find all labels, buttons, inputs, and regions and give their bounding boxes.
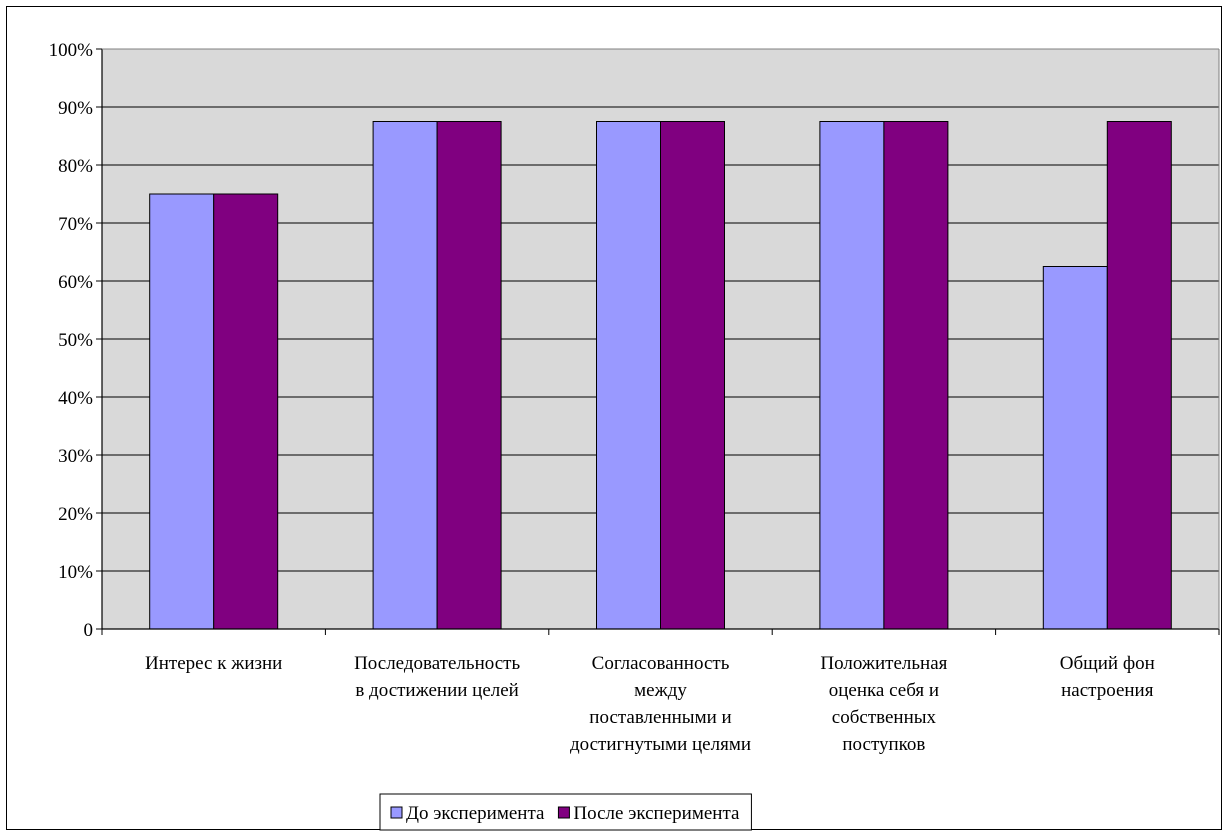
y-tick-label: 50% [58,330,93,351]
bar [819,121,885,630]
y-tick-label: 10% [58,562,93,583]
x-category-label: Интерес к жизни [145,653,282,674]
bar [596,121,661,630]
legend-swatch [390,806,403,819]
bar [372,121,438,630]
legend-swatch [557,806,570,819]
y-tick-label: 0 [84,620,94,641]
bar [149,193,215,630]
x-axis-labels: Интерес к жизни Последовательность в дости… [145,653,1155,755]
y-tick-label: 30% [58,446,93,467]
bar [436,121,502,630]
y-tick-label: 40% [58,388,93,409]
y-axis-ticks: 0 10% 20% 30% 40% 50% 60% 70% 80% 90% 100% [49,40,102,641]
y-tick-label: 70% [58,214,93,235]
bar [660,121,725,630]
legend-label: До эксперимента [406,803,545,824]
legend: До эксперимента После эксперимента [379,793,752,831]
legend-label: После эксперимента [573,803,740,824]
bar [213,193,279,630]
bar [883,121,949,630]
y-tick-label: 90% [58,98,93,119]
y-tick-label: 100% [49,40,94,61]
bar [1042,266,1108,630]
x-category-label: Общий фон настроения [1060,653,1155,701]
x-category-label: Положительная оценка себя и собственных пос… [820,653,947,755]
x-category-label: Согласованность между поставленными и дости… [570,653,751,755]
y-tick-label: 80% [58,156,93,177]
y-tick-label: 20% [58,504,93,525]
x-category-label: Последовательность в достижении целей [354,653,520,701]
bar [1106,121,1172,630]
y-tick-label: 60% [58,272,93,293]
bars [149,121,1172,630]
